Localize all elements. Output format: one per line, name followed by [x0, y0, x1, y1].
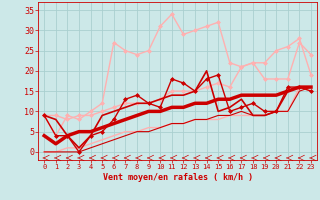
X-axis label: Vent moyen/en rafales ( km/h ): Vent moyen/en rafales ( km/h )	[103, 173, 252, 182]
